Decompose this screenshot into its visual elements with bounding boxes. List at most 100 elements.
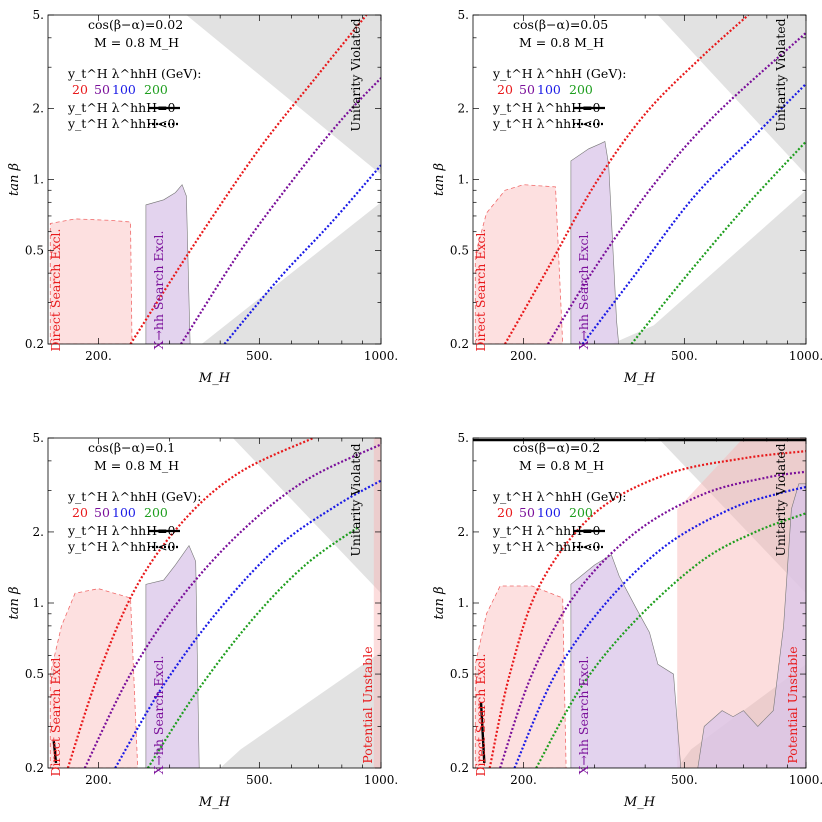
legend-solid-label: y_t^H λ^hhH=0 — [67, 523, 176, 538]
legend-entry-50: 50 — [94, 82, 110, 97]
y-tick-label: 2. — [33, 102, 44, 116]
x-tick-label: 500. — [671, 349, 698, 363]
legend-entry-200: 200 — [569, 505, 593, 520]
series-200-line — [535, 512, 806, 768]
legend-entry-20: 20 — [497, 505, 513, 520]
x-axis-label: M_H — [198, 371, 231, 386]
xhh-search-region — [145, 184, 191, 344]
panel-4: 200. 500. 1000. 0.2 0.5 1. 2. 5. M_H tan β cos(β−α… — [432, 431, 822, 810]
y-tick-label: 5. — [458, 8, 469, 22]
series-200-line — [630, 140, 806, 344]
potential-unstable-region — [677, 438, 806, 768]
legend-entry-50: 50 — [519, 82, 535, 97]
unitarity-label: Unitarity Violated — [348, 18, 363, 131]
unitarity-region-lower — [611, 190, 806, 344]
y-tick-label: 0.2 — [25, 337, 44, 351]
direct-search-region — [49, 218, 133, 344]
direct-search-region — [474, 585, 567, 768]
legend-dashed-label: y_t^H λ^hhH<0 — [492, 116, 601, 131]
legend-dashed-label: y_t^H λ^hhH<0 — [67, 539, 176, 554]
legend-title: y_t^H λ^hhH (GeV): — [67, 489, 201, 504]
mass-annotation: M = 0.8 M_H — [519, 458, 604, 473]
solid-zero-segment — [52, 740, 58, 764]
xhh-search-label: X→hh Search Excl. — [576, 230, 591, 349]
series-100-line — [114, 479, 381, 768]
direct-search-label: Direct Search Excl. — [48, 229, 63, 352]
legend-entry-20: 20 — [72, 505, 88, 520]
xhh-search-label: X→hh Search Excl. — [151, 655, 166, 774]
y-tick-label: 0.5 — [450, 243, 469, 257]
legend-title: y_t^H λ^hhH (GeV): — [492, 66, 626, 81]
x-tick-label: 200. — [85, 349, 112, 363]
y-tick-label: 1. — [458, 596, 469, 610]
potential-unstable-label: Potential Unstable — [360, 646, 375, 763]
unitarity-region-upper — [657, 438, 806, 594]
legend-title: y_t^H λ^hhH (GeV): — [67, 66, 201, 81]
xhh-search-region — [570, 141, 620, 344]
legend-dashed-label: y_t^H λ^hhH<0 — [492, 539, 601, 554]
xhh-search-label: X→hh Search Excl. — [151, 230, 166, 349]
direct-search-label: Direct Search Excl. — [473, 229, 488, 352]
x-tick-label: 1000. — [789, 349, 822, 363]
x-axis-label: M_H — [623, 371, 656, 386]
legend-entry-100: 100 — [537, 82, 561, 97]
potential-unstable-label: Potential Unstable — [785, 646, 800, 763]
x-tick-label: 1000. — [364, 773, 398, 787]
y-tick-label: 5. — [458, 431, 469, 445]
unitarity-label: Unitarity Violated — [773, 18, 788, 131]
legend-title: y_t^H λ^hhH (GeV): — [492, 489, 626, 504]
y-tick-label: 2. — [458, 525, 469, 539]
legend-entry-100: 100 — [112, 505, 136, 520]
y-axis-label: tan β — [432, 587, 447, 620]
legend-entry-20: 20 — [497, 82, 513, 97]
legend: y_t^H λ^hhH (GeV):20 50 100 200 y_t^H λ^hhH=… — [492, 489, 626, 554]
x-axis-label: M_H — [623, 795, 656, 810]
y-tick-label: 0.2 — [450, 761, 469, 775]
legend: y_t^H λ^hhH (GeV):20 50 100 200 y_t^H λ^hhH=… — [492, 66, 626, 131]
series-50-line — [499, 470, 806, 768]
legend-solid-label: y_t^H λ^hhH=0 — [67, 100, 176, 115]
series-50-line — [83, 443, 381, 768]
y-tick-label: 0.5 — [450, 667, 469, 681]
x-tick-label: 500. — [671, 773, 698, 787]
legend-entry-50: 50 — [519, 505, 535, 520]
legend: y_t^H λ^hhH (GeV):20 50 100 200 y_t^H λ^hhH=… — [67, 489, 201, 554]
x-tick-label: 500. — [246, 773, 273, 787]
y-tick-label: 1. — [33, 173, 44, 187]
y-tick-label: 2. — [33, 525, 44, 539]
x-tick-label: 1000. — [364, 349, 398, 363]
direct-search-label: Direct Search Excl. — [473, 654, 488, 777]
y-tick-label: 2. — [458, 102, 469, 116]
cos-annotation: cos(β−α)=0.05 — [513, 17, 608, 32]
direct-search-label: Direct Search Excl. — [48, 654, 63, 777]
series-20-line — [129, 15, 368, 344]
panel-2: 200. 500. 1000. 0.2 0.5 1. 2. 5. M_H tan β cos(β−α… — [432, 8, 822, 386]
panel-3: 200. 500. 1000. 0.2 0.5 1. 2. 5. M_H tan β cos(β−α… — [7, 431, 398, 810]
series-50-line — [180, 77, 381, 344]
legend-entry-50: 50 — [94, 505, 110, 520]
x-tick-label: 200. — [85, 773, 112, 787]
y-tick-label: 5. — [33, 431, 44, 445]
mass-annotation: M = 0.8 M_H — [519, 35, 604, 50]
series-20-line — [488, 450, 806, 768]
x-tick-label: 200. — [510, 773, 537, 787]
series-100-line — [581, 83, 806, 344]
legend-entry-100: 100 — [537, 505, 561, 520]
unitarity-region-upper — [186, 15, 381, 175]
y-tick-label: 0.2 — [25, 761, 44, 775]
mass-annotation: M = 0.8 M_H — [94, 35, 179, 50]
unitarity-region-upper — [232, 438, 381, 594]
legend-solid-label: y_t^H λ^hhH=0 — [492, 100, 601, 115]
xhh-search-region — [570, 554, 682, 768]
xhh-search-region — [145, 544, 200, 768]
series-20-line — [504, 15, 750, 344]
unitarity-region-upper — [657, 15, 806, 175]
panel-1: 200. 500. 1000. 0.2 0.5 1. 2. 5. M_H tan β cos(β−α… — [7, 8, 398, 386]
legend-entry-200: 200 — [144, 82, 168, 97]
cos-annotation: cos(β−α)=0.2 — [513, 440, 600, 455]
y-tick-label: 1. — [33, 596, 44, 610]
series-20-line — [66, 438, 314, 768]
unitarity-region-lower — [220, 652, 381, 768]
cos-annotation: cos(β−α)=0.1 — [88, 440, 175, 455]
